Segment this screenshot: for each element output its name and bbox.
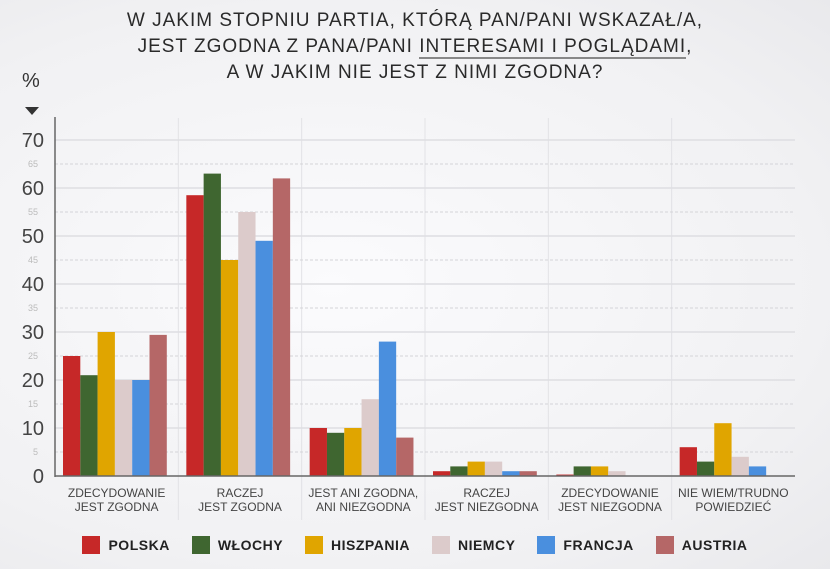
bar-polska [186,195,204,476]
legend: POLSKA WŁOCHY HISZPANIA NIEMCY FRANCJA AUSTRI… [0,536,830,554]
bar-hiszpania [590,466,609,476]
y-minor-tick-label: 45 [28,255,38,265]
y-tick-label: 50 [22,226,44,248]
bar-niemcy [484,461,503,476]
triangle-down-icon [25,107,39,115]
title-line-1: W JAKIM STOPNIU PARTIA, KTÓRĄ PAN/PANI W… [126,10,704,31]
bar-polska [63,356,81,476]
legend-swatch [305,536,324,554]
bar-włochy [203,173,221,476]
bar-austria [149,334,167,476]
y-tick-label: 20 [22,370,44,392]
bar-niemcy [361,399,379,476]
y-minor-tick-label: 15 [28,399,38,409]
bar-francja [748,466,767,476]
legend-swatch [191,536,210,554]
title-comma: , [686,36,693,57]
y-minor-tick-label: 65 [28,159,38,169]
title-underlined: INTERESAMI I POGLĄDAMI [419,36,687,59]
bar-hiszpania [220,260,239,476]
bar-niemcy [114,380,133,476]
bar-francja [255,240,273,476]
bar-włochy [450,466,468,476]
x-tick-label: JEST ANI ZGODNA, [308,486,418,500]
title-line-2: JEST ZGODNA Z PANA/PANI INTERESAMI I POG… [0,34,830,60]
y-minor-tick-label: 25 [28,351,38,361]
x-tick-label: JEST NIEZGODNA [558,500,662,514]
legend-swatch [655,536,674,554]
legend-item: FRANCJA [537,536,633,554]
y-axis-label: % [22,70,40,92]
x-tick-label: ANI NIEZGODNA [316,500,411,514]
y-tick-label: 60 [22,178,44,200]
y-tick-label: 0 [33,466,44,488]
legend-swatch [82,536,101,554]
bar-włochy [573,466,591,476]
legend-item: POLSKA [82,536,169,554]
bar-hiszpania [344,428,362,476]
bar-niemcy [238,212,256,476]
y-tick-label: 40 [22,274,44,296]
bar-włochy [80,375,98,476]
x-tick-label: POWIEDZIEĆ [695,499,771,514]
title-line-3: A W JAKIM NIE JEST Z NIMI ZGODNA? [226,62,604,83]
bar-hiszpania [467,461,485,476]
bar-niemcy [608,471,626,476]
bar-hiszpania [97,332,115,476]
x-tick-label: ZDECYDOWANIE [68,486,166,500]
bar-polska [309,428,327,476]
bar-austria [519,471,537,476]
legend-item: HISZPANIA [305,536,410,554]
y-minor-tick-label: 35 [28,303,38,313]
y-tick-label: 10 [22,418,44,440]
legend-label: AUSTRIA [681,537,748,553]
legend-swatch [431,536,450,554]
legend-item: AUSTRIA [655,536,748,554]
bar-polska [679,447,697,476]
legend-item: NIEMCY [431,536,516,554]
bar-austria [272,178,291,476]
bar-włochy [696,461,715,476]
x-tick-label: JEST ZGODNA [75,500,159,514]
x-tick-label: RACZEJ [217,486,264,500]
bar-hiszpania [714,423,732,476]
bar-chart: 0 10 20 30 40 50 60 70 5 15 25 35 45 55 65 ZDECYDOWANIE… [22,117,795,520]
bar-francja [378,341,397,476]
y-minor-tick-label: 55 [28,207,38,217]
title-line-2-a: JEST ZGODNA Z PANA/PANI [137,36,420,57]
legend-item: WŁOCHY [191,536,284,554]
x-tick-label: NIE WIEM/TRUDNO [678,486,789,500]
bar-austria [396,437,414,476]
x-tick-label: JEST NIEZGODNA [435,500,539,514]
x-tick-label: RACZEJ [463,486,510,500]
legend-label: WŁOCHY [217,537,284,553]
legend-label: FRANCJA [563,537,634,553]
bar-francja [502,471,520,476]
bar-francja [132,380,150,476]
legend-swatch [537,536,556,554]
y-tick-label: 30 [22,322,44,344]
y-tick-label: 70 [22,130,44,152]
legend-label: HISZPANIA [331,537,410,553]
legend-label: NIEMCY [457,537,516,553]
x-tick-label: ZDECYDOWANIE [561,486,659,500]
bar-polska [433,471,451,476]
bar-niemcy [731,456,749,476]
legend-label: POLSKA [108,537,170,553]
chart-title: W JAKIM STOPNIU PARTIA, KTÓRĄ PAN/PANI W… [0,8,830,86]
y-minor-tick-label: 5 [33,447,38,457]
x-tick-label: JEST ZGODNA [198,500,282,514]
bar-włochy [326,432,345,476]
